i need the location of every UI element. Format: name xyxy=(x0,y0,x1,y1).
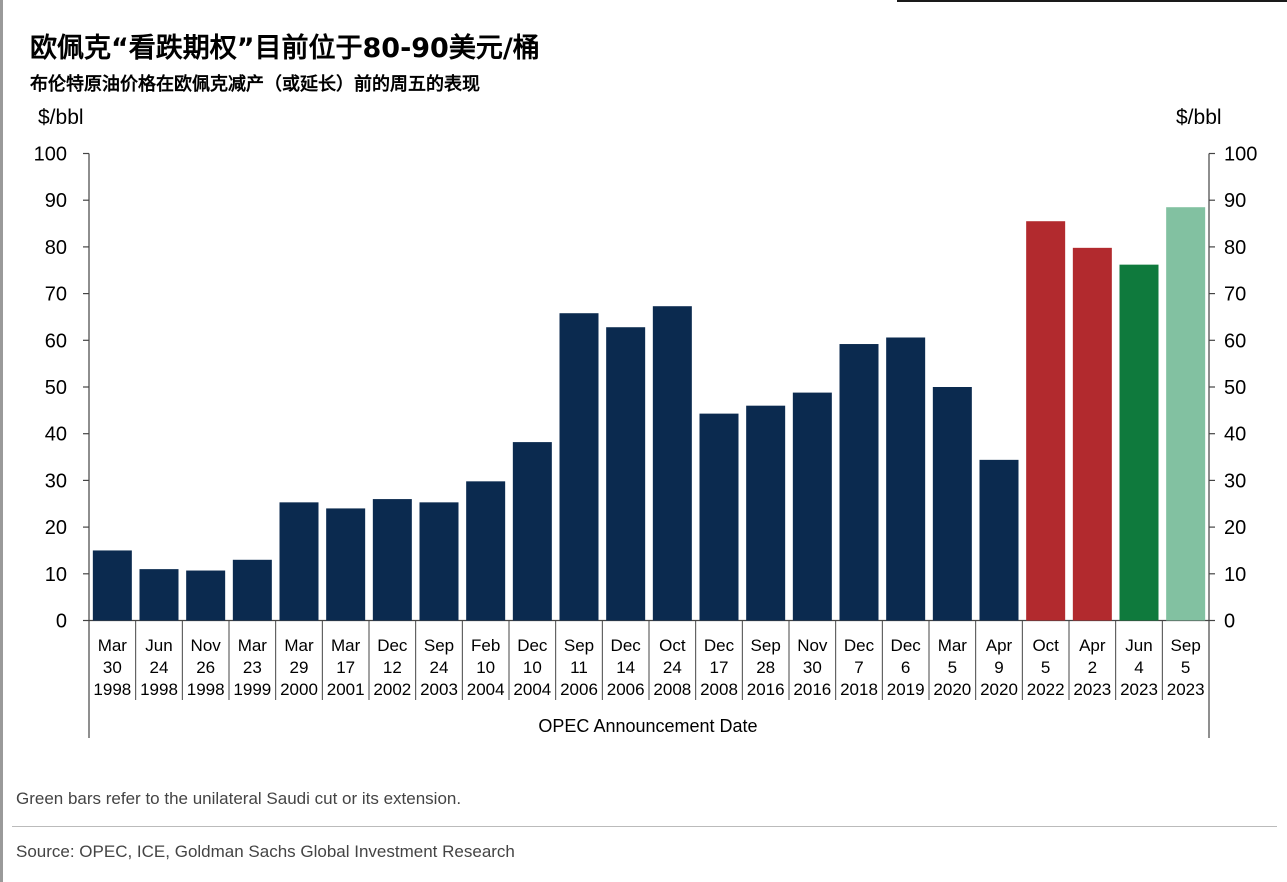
category-label: Dec 6 2019 xyxy=(887,636,925,699)
category-label: Sep 28 2016 xyxy=(747,636,785,699)
y-tick-label-left: 80 xyxy=(45,237,67,259)
footnote: Green bars refer to the unilateral Saudi… xyxy=(16,789,462,808)
category-label: Mar 29 2000 xyxy=(280,636,318,699)
y-axis-unit-right: $/bbl xyxy=(1176,106,1222,129)
category-label: Dec 7 2018 xyxy=(840,636,878,699)
category-label: Dec 10 2004 xyxy=(513,636,551,699)
y-tick-label-right: 70 xyxy=(1224,284,1246,306)
category-label: Sep 5 2023 xyxy=(1167,636,1205,699)
category-label: Sep 11 2006 xyxy=(560,636,598,699)
bar xyxy=(372,499,412,621)
category-label: Mar 5 2020 xyxy=(933,636,971,699)
y-tick-label-left: 0 xyxy=(56,611,67,633)
y-tick-label-right: 30 xyxy=(1224,470,1246,492)
category-label: Dec 17 2008 xyxy=(700,636,738,699)
category-label: Mar 30 1998 xyxy=(93,636,131,699)
y-tick-label-right: 90 xyxy=(1224,190,1246,212)
y-tick-label-right: 60 xyxy=(1224,330,1246,352)
bar xyxy=(839,344,879,621)
y-tick-label-left: 40 xyxy=(45,424,67,446)
category-label: Nov 30 2016 xyxy=(793,636,831,699)
bar xyxy=(1119,264,1159,621)
bar xyxy=(886,337,926,621)
bar xyxy=(1166,207,1206,621)
y-tick-label-right: 10 xyxy=(1224,564,1246,586)
bar xyxy=(326,508,366,621)
category-label: Apr 9 2020 xyxy=(980,636,1018,699)
y-tick-label-right: 0 xyxy=(1224,611,1235,633)
footnote-divider xyxy=(12,826,1277,827)
bar xyxy=(232,559,272,621)
category-label: Feb 10 2004 xyxy=(467,636,505,699)
bar xyxy=(699,413,739,621)
bar xyxy=(1026,221,1066,621)
y-tick-label-right: 50 xyxy=(1224,377,1246,399)
y-tick-label-left: 70 xyxy=(45,284,67,306)
chart-bars xyxy=(92,207,1206,621)
bar xyxy=(652,306,692,621)
category-label: Dec 12 2002 xyxy=(373,636,411,699)
bar xyxy=(186,570,226,621)
y-tick-label-left: 60 xyxy=(45,330,67,352)
bar xyxy=(419,502,459,621)
category-label: Mar 17 2001 xyxy=(327,636,365,699)
category-label: Sep 24 2003 xyxy=(420,636,458,699)
bar xyxy=(512,442,552,621)
category-label: Mar 23 1999 xyxy=(233,636,271,699)
y-tick-label-left: 10 xyxy=(45,564,67,586)
y-tick-label-right: 20 xyxy=(1224,517,1246,539)
y-tick-label-left: 30 xyxy=(45,470,67,492)
bar xyxy=(606,327,646,621)
y-tick-label-left: 100 xyxy=(34,144,67,166)
bar xyxy=(466,481,506,621)
top-rule xyxy=(897,0,1287,2)
bar xyxy=(979,459,1019,621)
source-note: Source: OPEC, ICE, Goldman Sachs Global … xyxy=(16,842,515,861)
bar xyxy=(746,405,786,621)
bar xyxy=(932,387,972,621)
y-tick-label-left: 90 xyxy=(45,190,67,212)
bar xyxy=(92,550,132,621)
bar xyxy=(792,392,832,621)
bar xyxy=(139,569,179,621)
bar xyxy=(559,313,599,621)
y-tick-label-left: 50 xyxy=(45,377,67,399)
category-label: Oct 5 2022 xyxy=(1027,636,1065,699)
category-label: Jun 4 2023 xyxy=(1120,636,1158,699)
bar xyxy=(1072,247,1112,621)
y-tick-label-right: 40 xyxy=(1224,424,1246,446)
y-tick-label-right: 80 xyxy=(1224,237,1246,259)
y-axis-unit-left: $/bbl xyxy=(38,106,84,129)
category-label: Apr 2 2023 xyxy=(1073,636,1111,699)
y-tick-label-right: 100 xyxy=(1224,144,1257,166)
category-label: Nov 26 1998 xyxy=(187,636,225,699)
x-axis-title: OPEC Announcement Date xyxy=(538,716,757,736)
chart-subtitle: 布伦特原油价格在欧佩克减产（或延长）前的周五的表现 xyxy=(30,74,480,95)
category-label: Dec 14 2006 xyxy=(607,636,645,699)
bar xyxy=(279,502,319,621)
category-label: Jun 24 1998 xyxy=(140,636,178,699)
left-rule xyxy=(0,0,3,882)
chart-title: 欧佩克“看跌期权”目前位于80-90美元/桶 xyxy=(30,33,540,64)
y-tick-label-left: 20 xyxy=(45,517,67,539)
category-label: Oct 24 2008 xyxy=(653,636,691,699)
